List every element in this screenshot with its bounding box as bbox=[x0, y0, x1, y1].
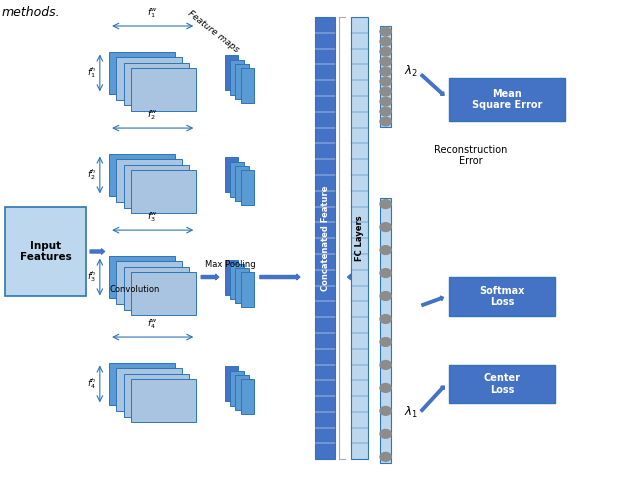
Bar bbox=[230, 59, 243, 94]
Bar bbox=[241, 170, 255, 205]
Circle shape bbox=[380, 314, 391, 323]
Bar bbox=[109, 363, 175, 405]
Text: $f_1^h$: $f_1^h$ bbox=[87, 66, 96, 80]
Bar bbox=[380, 198, 391, 463]
Circle shape bbox=[380, 47, 391, 56]
Text: Concatenated Feature: Concatenated Feature bbox=[321, 185, 329, 291]
Circle shape bbox=[380, 87, 391, 96]
Bar bbox=[131, 68, 197, 111]
Text: $f_3^w$: $f_3^w$ bbox=[147, 211, 158, 225]
Bar bbox=[109, 52, 175, 94]
Bar bbox=[241, 68, 255, 103]
Circle shape bbox=[380, 269, 391, 278]
Circle shape bbox=[380, 246, 391, 255]
Bar bbox=[109, 256, 175, 298]
Text: $f_2^w$: $f_2^w$ bbox=[147, 109, 158, 122]
Text: Input
Features: Input Features bbox=[20, 241, 71, 262]
Circle shape bbox=[380, 57, 391, 66]
Text: $f_2^h$: $f_2^h$ bbox=[87, 168, 96, 182]
Bar bbox=[225, 157, 238, 192]
Bar bbox=[131, 379, 197, 422]
Text: $f_3^h$: $f_3^h$ bbox=[87, 270, 96, 284]
Bar bbox=[225, 366, 238, 401]
Bar bbox=[116, 57, 182, 100]
Circle shape bbox=[380, 200, 391, 208]
Bar bbox=[235, 375, 249, 410]
Bar bbox=[230, 370, 243, 405]
Bar bbox=[116, 159, 182, 202]
Bar bbox=[235, 268, 249, 303]
Bar bbox=[241, 272, 255, 307]
Text: Reconstruction
Error: Reconstruction Error bbox=[434, 145, 508, 166]
Circle shape bbox=[380, 97, 391, 106]
Bar bbox=[116, 368, 182, 411]
Bar bbox=[131, 171, 197, 213]
Circle shape bbox=[380, 292, 391, 300]
Text: Softmax
Loss: Softmax Loss bbox=[480, 286, 525, 307]
Bar bbox=[131, 272, 197, 315]
Circle shape bbox=[380, 430, 391, 438]
Text: Convolution: Convolution bbox=[109, 285, 160, 294]
Bar bbox=[235, 166, 249, 201]
Circle shape bbox=[380, 361, 391, 369]
Bar bbox=[109, 154, 175, 196]
Bar bbox=[315, 17, 335, 459]
Text: $\lambda_2$: $\lambda_2$ bbox=[404, 64, 417, 80]
Bar bbox=[124, 63, 189, 105]
Text: Max Pooling: Max Pooling bbox=[205, 260, 255, 269]
Bar bbox=[449, 277, 555, 316]
Circle shape bbox=[380, 77, 391, 86]
Text: $f_1^w$: $f_1^w$ bbox=[147, 7, 158, 20]
Text: $f_4^w$: $f_4^w$ bbox=[147, 318, 158, 331]
Circle shape bbox=[380, 383, 391, 392]
Text: methods.: methods. bbox=[1, 6, 60, 18]
Bar bbox=[124, 165, 189, 208]
Bar bbox=[225, 55, 238, 90]
Bar bbox=[351, 17, 368, 459]
Text: Feature maps: Feature maps bbox=[186, 9, 240, 54]
Circle shape bbox=[380, 406, 391, 415]
Bar bbox=[225, 260, 238, 295]
Bar bbox=[380, 26, 391, 127]
Circle shape bbox=[380, 67, 391, 76]
Bar bbox=[241, 379, 255, 414]
Bar bbox=[230, 161, 243, 196]
Bar bbox=[449, 364, 555, 403]
Text: Mean
Square Error: Mean Square Error bbox=[472, 89, 542, 110]
Bar bbox=[124, 374, 189, 417]
Circle shape bbox=[380, 107, 391, 116]
Circle shape bbox=[380, 452, 391, 461]
Circle shape bbox=[380, 223, 391, 231]
Bar bbox=[235, 64, 249, 99]
Text: $\lambda_1$: $\lambda_1$ bbox=[404, 404, 417, 420]
Circle shape bbox=[380, 27, 391, 36]
Circle shape bbox=[380, 117, 391, 126]
Bar bbox=[449, 78, 565, 122]
Text: $f_4^h$: $f_4^h$ bbox=[87, 377, 96, 391]
Bar bbox=[230, 263, 243, 298]
Text: FC Layers: FC Layers bbox=[355, 215, 364, 261]
Circle shape bbox=[380, 338, 391, 347]
Bar bbox=[124, 267, 189, 310]
Bar bbox=[5, 207, 86, 296]
Circle shape bbox=[380, 37, 391, 46]
Bar bbox=[116, 261, 182, 304]
Text: Center
Loss: Center Loss bbox=[484, 373, 521, 395]
